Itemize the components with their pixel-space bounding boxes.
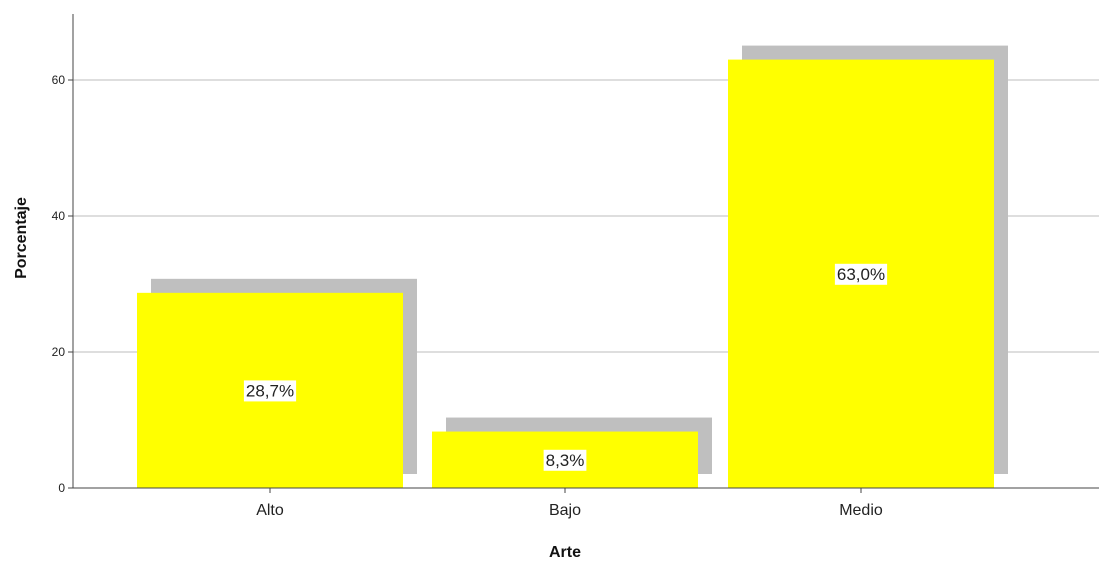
y-tick-label: 20 [52,345,66,359]
x-axis-title: Arte [549,544,581,561]
data-label-group: 8,3% [544,450,587,471]
y-axis-title: Porcentaje [13,197,30,279]
data-label: 63,0% [837,265,885,284]
x-tick-label: Medio [839,502,883,519]
x-tick-label: Alto [256,502,284,519]
y-tick-label: 0 [58,481,65,495]
y-tick-label: 60 [52,73,66,87]
y-tick-label: 40 [52,209,66,223]
data-label: 8,3% [546,451,585,470]
y-axis-ticks: 0 20 40 60 [52,73,73,495]
data-label-group: 63,0% [835,264,887,285]
x-tick-label: Bajo [549,502,581,519]
data-label: 28,7% [246,381,294,400]
x-axis-ticks: Alto Bajo Medio [256,488,883,519]
data-label-group: 28,7% [244,380,296,401]
